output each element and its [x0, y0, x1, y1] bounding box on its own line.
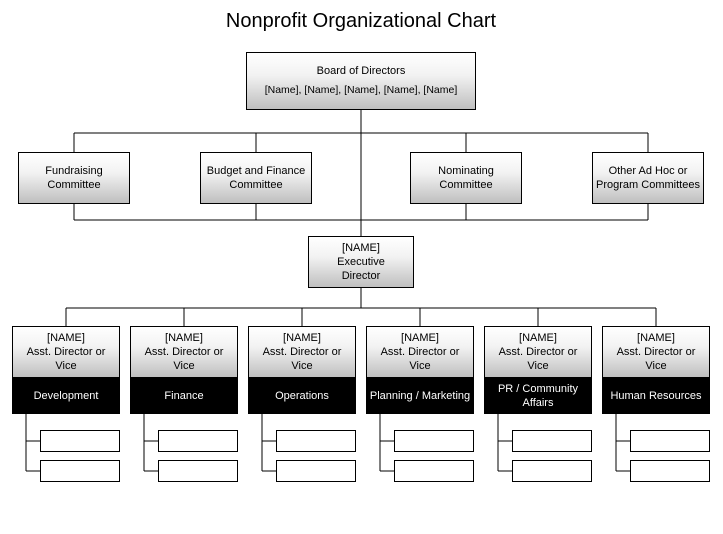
director-role: Asst. Director or Vice — [487, 345, 589, 374]
node-department-1: Finance — [130, 378, 238, 414]
director-name: [NAME] — [47, 331, 85, 345]
director-name: [NAME] — [401, 331, 439, 345]
node-director-1: [NAME]Asst. Director or Vice — [130, 326, 238, 378]
node-sub-5-0 — [630, 430, 710, 452]
board-title: Board of Directors — [317, 64, 406, 78]
node-department-2: Operations — [248, 378, 356, 414]
node-department-5: Human Resources — [602, 378, 710, 414]
director-role: Asst. Director or Vice — [369, 345, 471, 374]
node-sub-5-1 — [630, 460, 710, 482]
node-committee-2: Nominating Committee — [410, 152, 522, 204]
director-role: Asst. Director or Vice — [605, 345, 707, 374]
node-sub-1-0 — [158, 430, 238, 452]
node-sub-3-0 — [394, 430, 474, 452]
director-name: [NAME] — [283, 331, 321, 345]
node-committee-0: Fundraising Committee — [18, 152, 130, 204]
director-name: [NAME] — [519, 331, 557, 345]
node-committee-3: Other Ad Hoc or Program Committees — [592, 152, 704, 204]
director-role: Asst. Director or Vice — [133, 345, 235, 374]
node-sub-0-1 — [40, 460, 120, 482]
director-role: Asst. Director or Vice — [251, 345, 353, 374]
node-sub-2-1 — [276, 460, 356, 482]
node-sub-4-0 — [512, 430, 592, 452]
node-board: Board of Directors [Name], [Name], [Name… — [246, 52, 476, 110]
node-director-5: [NAME]Asst. Director or Vice — [602, 326, 710, 378]
node-director-4: [NAME]Asst. Director or Vice — [484, 326, 592, 378]
node-sub-1-1 — [158, 460, 238, 482]
board-subtitle: [Name], [Name], [Name], [Name], [Name] — [265, 84, 458, 98]
node-department-4: PR / Community Affairs — [484, 378, 592, 414]
node-director-3: [NAME]Asst. Director or Vice — [366, 326, 474, 378]
node-executive-director: [NAME] Executive Director — [308, 236, 414, 288]
director-name: [NAME] — [165, 331, 203, 345]
node-sub-2-0 — [276, 430, 356, 452]
node-department-0: Development — [12, 378, 120, 414]
director-name: [NAME] — [637, 331, 675, 345]
node-director-0: [NAME]Asst. Director or Vice — [12, 326, 120, 378]
node-sub-0-0 — [40, 430, 120, 452]
node-director-2: [NAME]Asst. Director or Vice — [248, 326, 356, 378]
node-committee-1: Budget and Finance Committee — [200, 152, 312, 204]
director-role: Asst. Director or Vice — [15, 345, 117, 374]
node-department-3: Planning / Marketing — [366, 378, 474, 414]
node-sub-4-1 — [512, 460, 592, 482]
chart-title: Nonprofit Organizational Chart — [196, 10, 526, 33]
node-sub-3-1 — [394, 460, 474, 482]
